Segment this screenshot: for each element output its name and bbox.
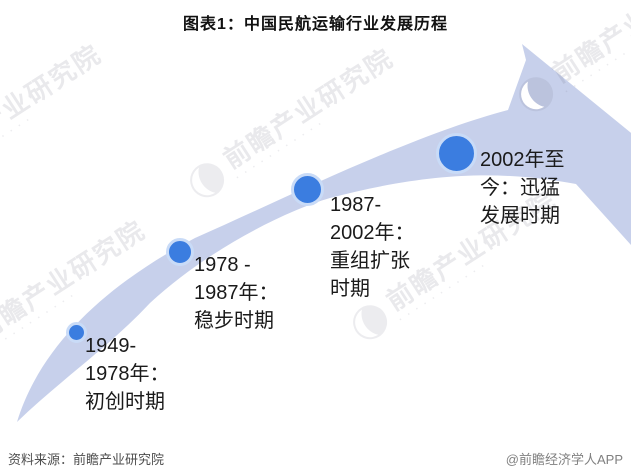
stage-label-line: 1987年： <box>194 282 279 304</box>
stage-label-2002-now: 2002年至 今：迅猛 发展时期 <box>480 146 565 230</box>
growth-arrow-shape <box>17 44 631 422</box>
stage-label-line: 重组扩张 <box>330 250 410 272</box>
stage-label-line: 今：迅猛 <box>480 177 560 199</box>
milestone-dot-1987 <box>291 173 324 206</box>
stage-label-line: 时期 <box>330 278 370 300</box>
stage-label-1978-1987: 1978 - 1987年： 稳步时期 <box>194 251 279 335</box>
stage-label-line: 2002年至 <box>480 149 565 171</box>
stage-label-line: 1978 - <box>194 254 251 276</box>
stage-label-line: 发展时期 <box>480 205 560 227</box>
chart-title: 图表1：中国民航运输行业发展历程 <box>183 16 448 33</box>
stage-label-1987-2002: 1987- 2002年： 重组扩张 时期 <box>330 191 415 303</box>
milestone-dot-1949 <box>66 322 87 343</box>
stage-label-line: 初创时期 <box>85 391 165 413</box>
stage-label-line: 1987- <box>330 194 382 216</box>
stage-label-line: 1949- <box>85 335 137 357</box>
stage-label-line: 稳步时期 <box>194 310 274 332</box>
data-source-note: 资料来源：前瞻产业研究院 <box>8 452 165 467</box>
milestone-dot-1978 <box>166 238 194 266</box>
milestone-dot-2002 <box>436 133 477 174</box>
app-credit-note: @前瞻经济学人APP <box>505 452 623 467</box>
stage-label-1949-1978: 1949- 1978年： 初创时期 <box>85 332 170 416</box>
stage-label-line: 1978年： <box>85 363 170 385</box>
stage-label-line: 2002年： <box>330 222 415 244</box>
